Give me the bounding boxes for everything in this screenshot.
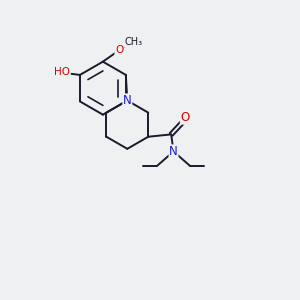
Text: HO: HO xyxy=(54,67,70,77)
Text: O: O xyxy=(115,46,123,56)
Text: N: N xyxy=(123,94,132,107)
Text: CH₃: CH₃ xyxy=(124,37,142,47)
Text: O: O xyxy=(180,111,190,124)
Text: N: N xyxy=(169,145,178,158)
